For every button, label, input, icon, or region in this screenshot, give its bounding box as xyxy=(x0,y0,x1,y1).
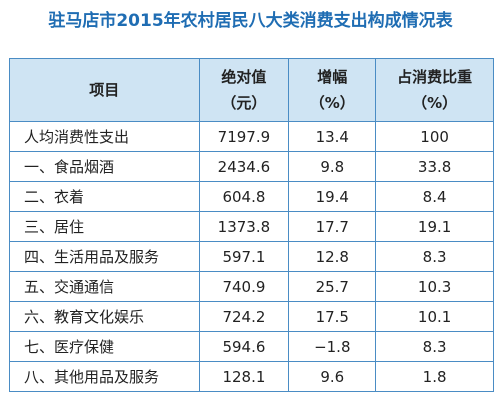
value-cell: 10.1 xyxy=(375,301,494,332)
item-cell: 七、医疗保健 xyxy=(9,331,200,362)
value-cell: −1.8 xyxy=(288,331,377,362)
header-text: 占消费比重 xyxy=(397,68,473,86)
table-row: 七、医疗保健 594.6 −1.8 8.3 xyxy=(9,331,494,362)
item-cell: 一、食品烟酒 xyxy=(9,151,200,182)
item-cell: 二、衣着 xyxy=(9,181,200,212)
table-title: 驻马店市2015年农村居民八大类消费支出构成情况表 xyxy=(48,11,453,31)
value-cell: 724.2 xyxy=(198,301,290,332)
header-cell: 绝对值 （元） xyxy=(198,58,290,122)
table-row: 三、居住 1373.8 17.7 19.1 xyxy=(9,211,494,242)
header-text: （%） xyxy=(412,94,458,112)
item-cell: 人均消费性支出 xyxy=(9,121,200,152)
value-cell: 17.7 xyxy=(288,211,377,242)
table-row: 人均消费性支出 7197.9 13.4 100 xyxy=(9,121,494,152)
item-cell: 三、居住 xyxy=(9,211,200,242)
item-cell: 五、交通通信 xyxy=(9,271,200,302)
table-row: 一、食品烟酒 2434.6 9.8 33.8 xyxy=(9,151,494,182)
value-cell: 25.7 xyxy=(288,271,377,302)
header-text: （元） xyxy=(221,94,267,112)
value-cell: 1373.8 xyxy=(198,211,290,242)
value-cell: 19.4 xyxy=(288,181,377,212)
table: 项目 绝对值 （元） 增幅 （%） 占消费比重 （%） 人均消费性支出 7197.9 13.4 1… xyxy=(9,58,494,392)
item-cell: 六、教育文化娱乐 xyxy=(9,301,200,332)
value-cell: 17.5 xyxy=(288,301,377,332)
value-cell: 12.8 xyxy=(288,241,377,272)
value-cell: 594.6 xyxy=(198,331,290,362)
header-text: 绝对值 xyxy=(221,68,267,86)
header-text: 项目 xyxy=(89,81,120,99)
table-row: 五、交通通信 740.9 25.7 10.3 xyxy=(9,271,494,302)
header-row: 项目 绝对值 （元） 增幅 （%） 占消费比重 （%） xyxy=(9,58,494,122)
value-cell: 9.6 xyxy=(288,361,377,392)
header-cell: 占消费比重 （%） xyxy=(375,58,494,122)
value-cell: 2434.6 xyxy=(198,151,290,182)
header-text: 增幅 xyxy=(317,68,348,86)
header-cell: 项目 xyxy=(9,58,200,122)
value-cell: 597.1 xyxy=(198,241,290,272)
value-cell: 740.9 xyxy=(198,271,290,302)
value-cell: 9.8 xyxy=(288,151,377,182)
table-row: 四、生活用品及服务 597.1 12.8 8.3 xyxy=(9,241,494,272)
item-cell: 四、生活用品及服务 xyxy=(9,241,200,272)
table-body: 人均消费性支出 7197.9 13.4 100 一、食品烟酒 2434.6 9.8 33.8 二… xyxy=(9,121,494,392)
value-cell: 8.3 xyxy=(375,331,494,362)
table-row: 八、其他用品及服务 128.1 9.6 1.8 xyxy=(9,361,494,392)
header-cell: 增幅 （%） xyxy=(288,58,377,122)
header-text: （%） xyxy=(309,94,355,112)
value-cell: 100 xyxy=(375,121,494,152)
value-cell: 7197.9 xyxy=(198,121,290,152)
value-cell: 604.8 xyxy=(198,181,290,212)
value-cell: 13.4 xyxy=(288,121,377,152)
table-row: 二、衣着 604.8 19.4 8.4 xyxy=(9,181,494,212)
value-cell: 8.3 xyxy=(375,241,494,272)
value-cell: 1.8 xyxy=(375,361,494,392)
value-cell: 128.1 xyxy=(198,361,290,392)
value-cell: 33.8 xyxy=(375,151,494,182)
item-cell: 八、其他用品及服务 xyxy=(9,361,200,392)
table-row: 六、教育文化娱乐 724.2 17.5 10.1 xyxy=(9,301,494,332)
value-cell: 19.1 xyxy=(375,211,494,242)
value-cell: 10.3 xyxy=(375,271,494,302)
value-cell: 8.4 xyxy=(375,181,494,212)
